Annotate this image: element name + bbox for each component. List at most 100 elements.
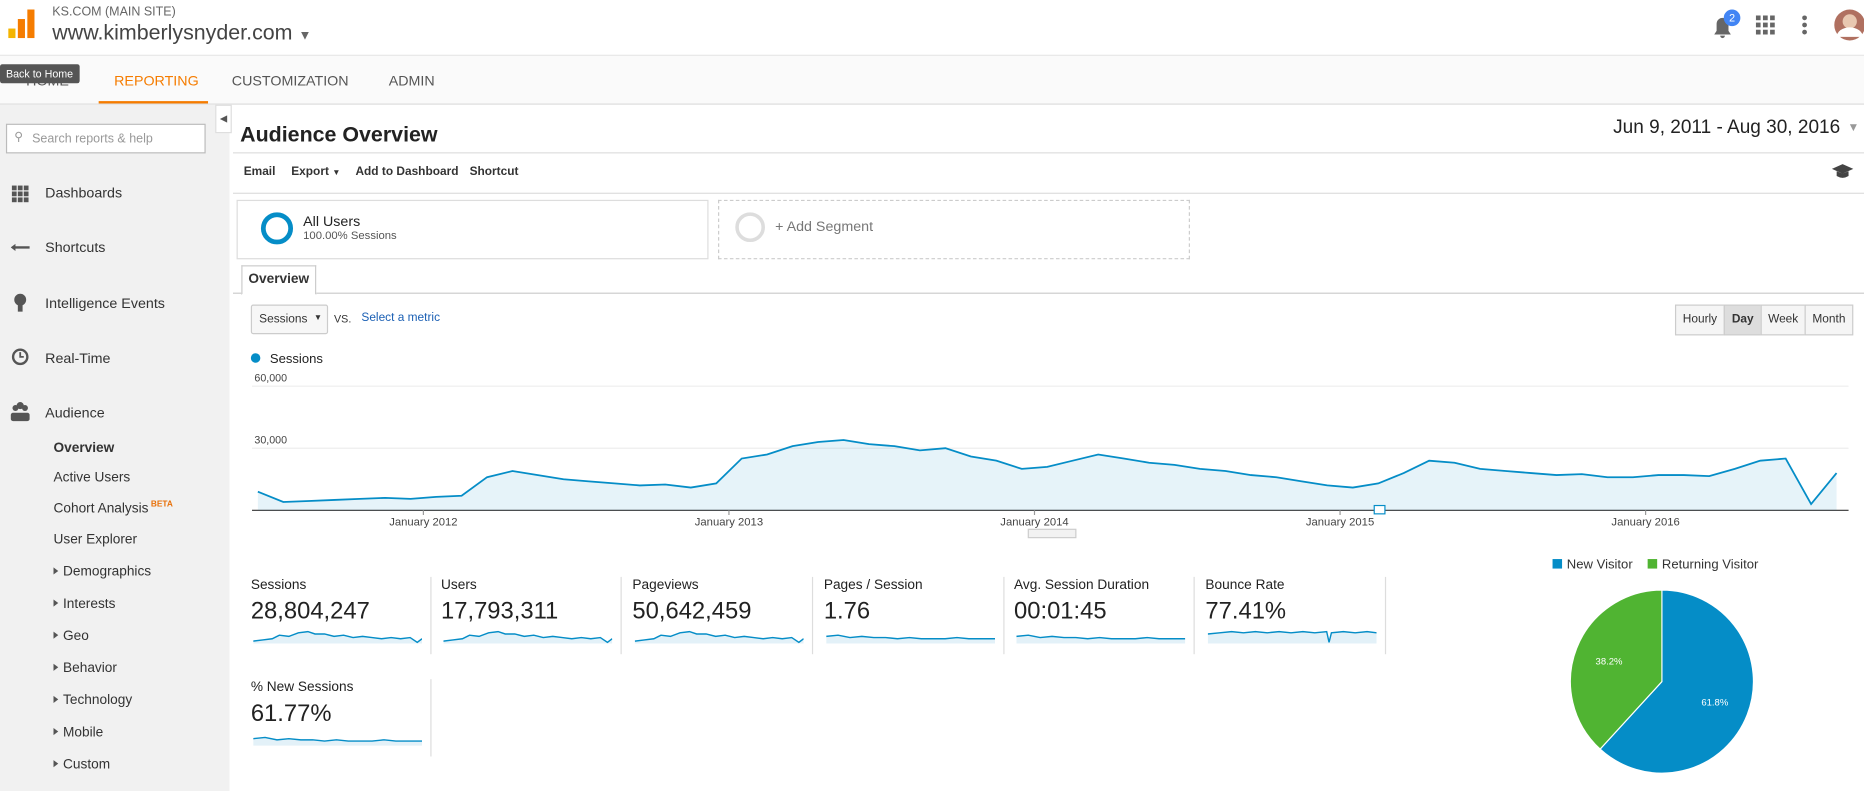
granularity-button[interactable]: Day [1723, 304, 1762, 336]
divider [233, 152, 1864, 154]
sidebar [0, 104, 230, 791]
segment-donut [260, 212, 294, 245]
sparkline [443, 627, 612, 644]
toolbar-button[interactable]: Email [243, 165, 276, 179]
metric-label: Users [441, 578, 477, 593]
sparkline [635, 627, 804, 644]
granularity-button[interactable]: Week [1760, 304, 1806, 336]
sidebar-subitem[interactable]: Geo [53, 629, 89, 644]
search-box[interactable]: ⚲ Search reports & help [5, 123, 206, 154]
sidebar-subitem-label: Mobile [63, 725, 104, 740]
annotation-marker [1373, 504, 1386, 515]
nav-tab[interactable]: REPORTING [114, 72, 199, 90]
timeline-handle [1027, 528, 1077, 539]
overview-tab[interactable]: Overview [241, 265, 317, 295]
pie-slice [1599, 589, 1755, 774]
property-name: www.kimberlysnyder.com [52, 20, 293, 45]
sidebar-subitem[interactable]: Custom [53, 758, 110, 772]
sessions-line [257, 439, 1838, 506]
sidebar-subitem[interactable]: Demographics [53, 565, 151, 579]
nav-bar [0, 55, 1864, 105]
sidebar-item[interactable]: Audience [45, 404, 105, 422]
page-title: Audience Overview [240, 122, 438, 147]
nav-tab[interactable]: CUSTOMIZATION [231, 72, 349, 90]
beta-badge: BETA [150, 500, 173, 510]
account-name: KS.COM (MAIN SITE) [52, 4, 176, 20]
metric-value: 50,642,459 [632, 598, 752, 625]
metric-separator [811, 576, 814, 655]
metric-separator [1003, 576, 1005, 655]
segment-name: All Users [303, 212, 361, 230]
sidebar-subitem[interactable]: Overview [53, 441, 115, 456]
sidebar-item[interactable]: Shortcuts [45, 239, 106, 256]
toolbar-button[interactable]: Export ▼ [291, 165, 341, 179]
sidebar-subitem-label: Technology [63, 693, 133, 708]
sidebar-subitem-label: Geo [63, 629, 89, 644]
pie-label: 61.8% [1701, 698, 1728, 709]
sidebar-item[interactable]: Dashboards [45, 184, 123, 202]
toolbar-button[interactable]: Shortcut [469, 165, 519, 179]
sidebar-subitem[interactable]: Mobile [53, 726, 103, 740]
collapse-button[interactable]: ◀ [215, 104, 232, 134]
search-placeholder: Search reports & help [32, 132, 153, 147]
sessions-area [257, 439, 1837, 511]
sidebar-subitem[interactable]: Cohort Analysis BETA [53, 501, 172, 516]
sidebar-item[interactable]: Intelligence Events [45, 294, 165, 312]
logo [8, 9, 35, 39]
segment-detail: 100.00% Sessions [303, 229, 397, 243]
granularity-button[interactable]: Hourly [1674, 304, 1725, 336]
sparkline [826, 627, 995, 644]
x-tick-label: January 2013 [695, 517, 763, 529]
metric-separator [620, 576, 622, 655]
add-segment[interactable]: + Add Segment [775, 217, 874, 235]
metric-select[interactable]: Sessions ▼ [250, 304, 329, 335]
top-bar [0, 0, 1864, 56]
property-selector[interactable]: www.kimberlysnyder.com ▼ [52, 20, 312, 45]
sidebar-subitem[interactable]: Technology [53, 693, 133, 708]
metric-label: Avg. Session Duration [1014, 578, 1150, 593]
sidebar-subitem-label: Behavior [63, 661, 117, 676]
add-segment-card[interactable] [718, 199, 1190, 260]
add-segment-circle [735, 212, 765, 243]
segment-card[interactable] [236, 199, 709, 260]
nav-tab[interactable]: ADMIN [388, 72, 435, 90]
legend-marker [250, 353, 261, 363]
metric-value: 77.41% [1205, 598, 1287, 625]
date-range-picker[interactable]: Jun 9, 2011 - Aug 30, 2016 ▼ [1610, 115, 1860, 144]
sidebar-subitem[interactable]: Interests [53, 597, 115, 611]
metric-value: 1.76 [823, 598, 871, 625]
toolbar-button[interactable]: Add to Dashboard [355, 165, 459, 179]
avatar[interactable] [1833, 8, 1864, 41]
select-metric-link[interactable]: Select a metric [361, 311, 441, 325]
metric-value: 00:01:45 [1014, 598, 1107, 625]
metric-label: % New Sessions [250, 680, 354, 695]
sidebar-subitem-label: Interests [63, 597, 116, 612]
metric-label: Sessions [250, 578, 307, 593]
metric-separator [1193, 576, 1195, 655]
more-button[interactable] [1800, 14, 1810, 35]
legend-label: Returning Visitor [1662, 557, 1759, 572]
metric-value: 17,793,311 [441, 598, 559, 625]
toolbar-label: Export [291, 165, 329, 179]
tooltip: Back to Home [0, 64, 80, 84]
metric-label: Pages / Session [823, 578, 923, 593]
sidebar-subitem[interactable]: User Explorer [53, 532, 138, 548]
legend-label: Sessions [270, 351, 324, 366]
notification-count: 2 [1729, 12, 1735, 24]
sidebar-subitem-label: Demographics [63, 564, 152, 580]
apps-button[interactable] [1755, 15, 1775, 35]
help-icon[interactable] [1831, 163, 1855, 180]
sidebar-subitem[interactable]: Active Users [53, 471, 131, 486]
sidebar-item[interactable]: Real-Time [45, 349, 111, 367]
metric-select-label: Sessions [259, 312, 308, 326]
pie-slice [1569, 589, 1663, 750]
sparkline [1208, 627, 1377, 644]
metric-separator [430, 679, 432, 757]
granularity-button[interactable]: Month [1804, 304, 1854, 336]
notifications-button[interactable]: 2 [1707, 8, 1743, 41]
pie-label: 38.2% [1596, 657, 1623, 668]
sidebar-icons [10, 185, 30, 422]
sidebar-subitem[interactable]: Behavior [53, 661, 117, 676]
legend-swatch [1647, 559, 1658, 569]
metric-value: 28,804,247 [250, 598, 370, 625]
